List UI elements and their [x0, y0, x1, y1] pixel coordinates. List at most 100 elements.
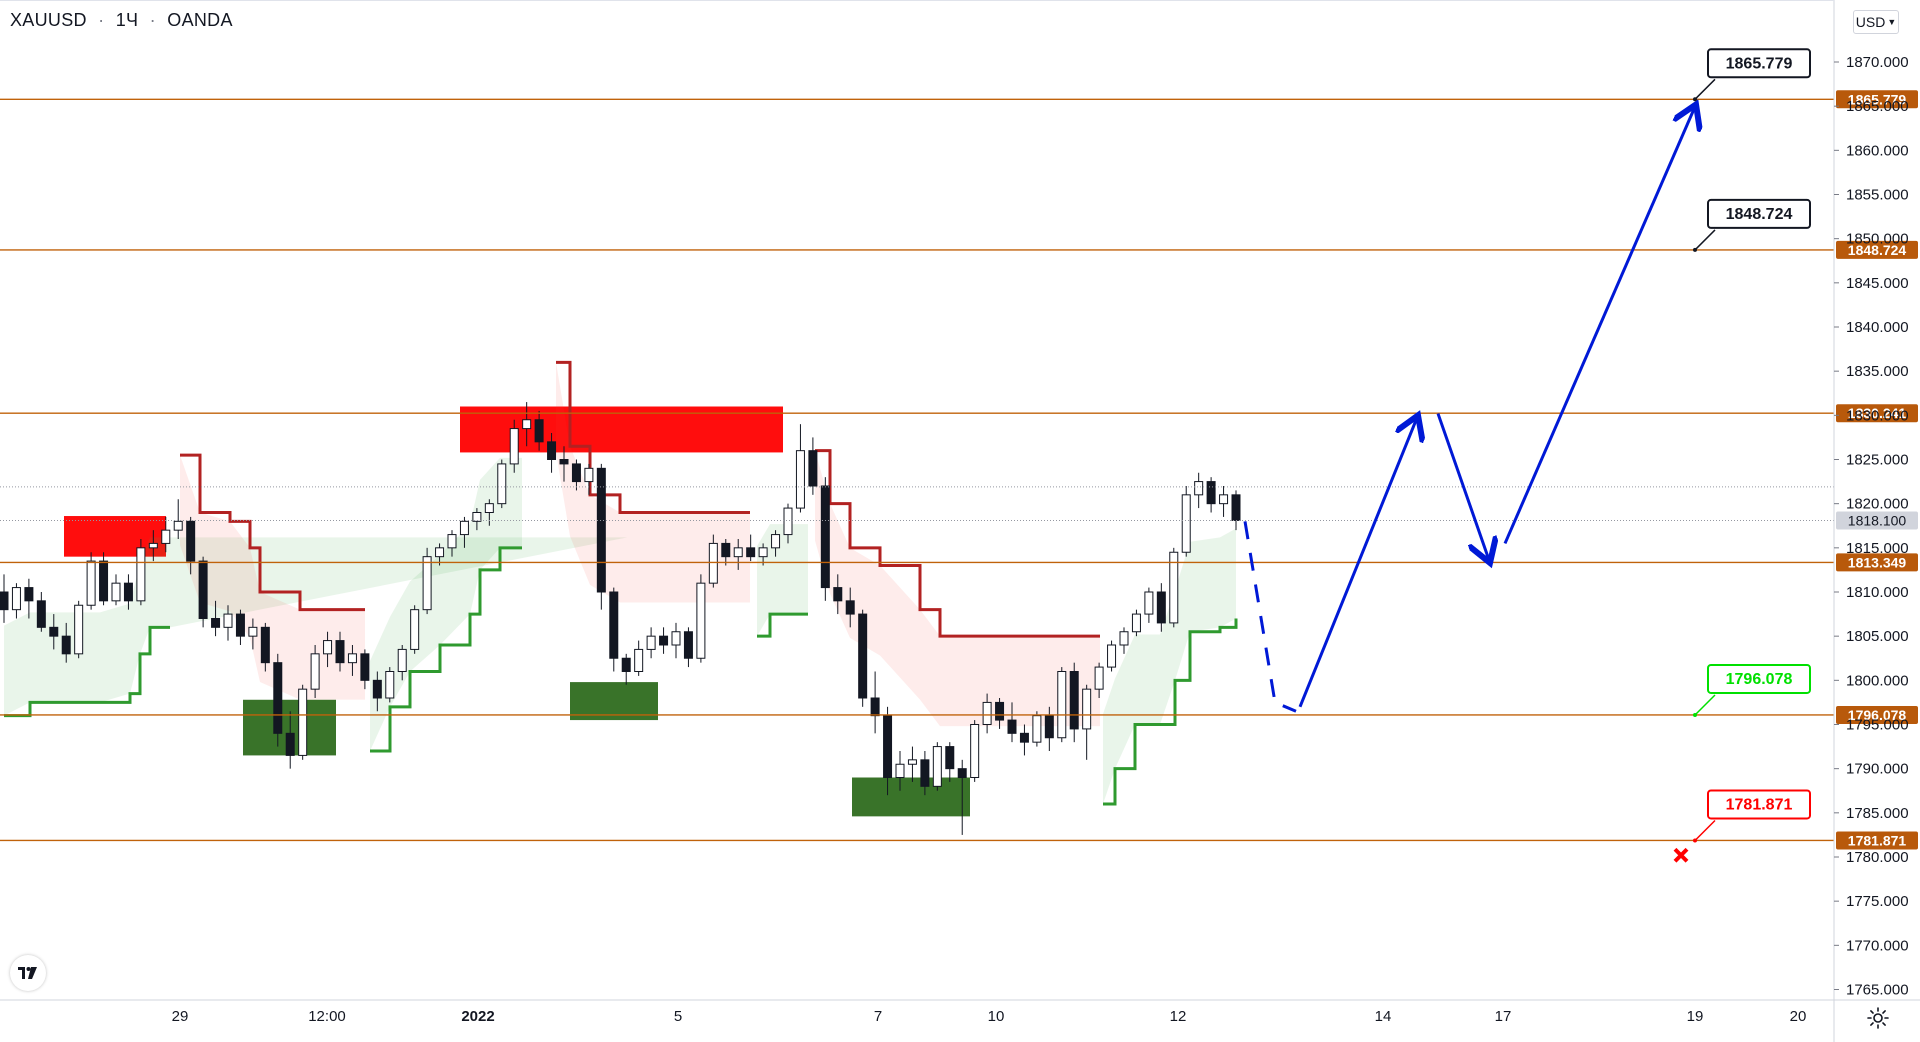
price-level-badge: [1836, 705, 1918, 724]
current-price-badge-text: 1818.100: [1848, 512, 1907, 528]
candle-body: [1094, 666, 1104, 690]
y-tick-label: 1835.000: [1846, 363, 1909, 380]
y-tick-label: 1800.000: [1846, 672, 1909, 689]
candle-body: [161, 529, 171, 544]
candles-layer: [0, 402, 1241, 835]
callout-box: [1707, 198, 1811, 229]
callout-pointer: [1694, 819, 1716, 842]
candle-body: [833, 587, 843, 602]
projection-final-leg: [1503, 104, 1696, 545]
demand-zone: [852, 777, 970, 817]
candle-body: [609, 591, 619, 659]
candle-body: [559, 458, 569, 465]
callout-label: 1796.078: [1726, 671, 1793, 688]
candle-body: [186, 520, 196, 562]
zone-layer: [64, 406, 970, 817]
candle-body: [932, 746, 942, 787]
x-tick-label: 20: [1790, 1008, 1807, 1025]
current-price-badge: [1836, 511, 1918, 530]
callout-anchor-dot: [1693, 247, 1697, 252]
trend-fill-up: [1103, 528, 1236, 804]
candle-body: [1231, 494, 1241, 521]
callout-label: 1781.871: [1726, 796, 1793, 813]
y-tick-label: 1805.000: [1846, 628, 1909, 645]
price-level-badge: [1836, 90, 1918, 109]
candle-body: [646, 635, 656, 650]
price-level-badge-text: 1813.349: [1848, 554, 1907, 570]
y-tick-label: 1770.000: [1846, 937, 1909, 954]
candle-body: [99, 560, 109, 602]
callout-label: 1865.779: [1726, 55, 1793, 72]
candle-body: [0, 591, 9, 611]
candle-body: [347, 653, 357, 664]
trend-fill-up: [4, 537, 628, 716]
currency-selector[interactable]: USD ▼: [1853, 10, 1899, 34]
candle-body: [982, 701, 992, 725]
currency-label: USD: [1855, 14, 1886, 30]
candle-body: [1206, 481, 1216, 505]
trend-line-down: [180, 453, 365, 612]
candle-body: [497, 463, 507, 505]
x-tick-label: 5: [674, 1008, 682, 1025]
candle-body: [995, 701, 1005, 721]
candle-body: [596, 467, 606, 593]
callout-box: [1707, 48, 1811, 79]
y-tick-label: 1795.000: [1846, 716, 1909, 733]
callout-pointer: [1694, 78, 1716, 100]
candle-body: [957, 768, 967, 778]
candle-body: [86, 560, 96, 606]
x-tick-label: 10: [988, 1008, 1005, 1025]
y-tick-label: 1830.000: [1846, 407, 1909, 424]
demand-zone: [570, 682, 658, 721]
y-tick-label: 1845.000: [1846, 275, 1909, 292]
settings-gear-icon[interactable]: [1866, 1006, 1890, 1030]
trend-fill-up: [757, 524, 808, 637]
candle-body: [36, 600, 46, 628]
candle-body: [173, 520, 183, 531]
candle-body: [970, 723, 980, 778]
x-tick-label: 2022: [461, 1008, 494, 1025]
candle-body: [123, 582, 133, 602]
candle-body: [323, 640, 333, 655]
header-separator: ·: [98, 10, 105, 30]
candle-body: [696, 582, 706, 659]
x-tick-label: 12:00: [308, 1008, 346, 1025]
callout-pointer: [1694, 694, 1716, 716]
candle-body: [920, 759, 930, 787]
header-separator: ·: [149, 10, 156, 30]
y-tick-label: 1780.000: [1846, 849, 1909, 866]
candle-body: [1007, 719, 1017, 734]
trend-fill-up: [370, 457, 522, 751]
candle-body: [198, 560, 208, 619]
candle-body: [136, 547, 146, 602]
y-tick-label: 1850.000: [1846, 231, 1909, 248]
price-level-badge: [1836, 831, 1918, 850]
projection-dashed: [1243, 521, 1297, 713]
y-tick-label: 1765.000: [1846, 981, 1909, 998]
candle-body: [771, 534, 781, 549]
candle-body: [907, 759, 917, 765]
candle-body: [1019, 732, 1029, 743]
x-tick-label: 14: [1375, 1008, 1392, 1025]
price-level-badge: [1836, 553, 1918, 572]
candle-body: [111, 582, 121, 602]
candle-body: [783, 507, 793, 536]
price-level-badge-text: 1781.871: [1848, 832, 1907, 848]
candle-body: [746, 547, 756, 558]
trend-line-up: [757, 612, 808, 638]
interval-label[interactable]: 1Ч: [115, 10, 139, 30]
callout-anchor-dot: [1693, 838, 1697, 843]
x-tick-label: 19: [1687, 1008, 1704, 1025]
candle-body: [298, 688, 308, 756]
price-level-badge: [1836, 404, 1918, 423]
horizontal-levels: 1865.779 1848.724 1830.241 1813.349 1796.078…: [0, 90, 1918, 850]
candle-body: [397, 648, 407, 672]
tradingview-logo-icon[interactable]: [10, 955, 46, 991]
symbol-header: XAUUSD · 1Ч · OANDA: [10, 10, 233, 31]
broker-label: OANDA: [167, 10, 233, 30]
candle-body: [1119, 631, 1129, 646]
candle-body: [285, 732, 295, 756]
candle-body: [758, 547, 768, 558]
